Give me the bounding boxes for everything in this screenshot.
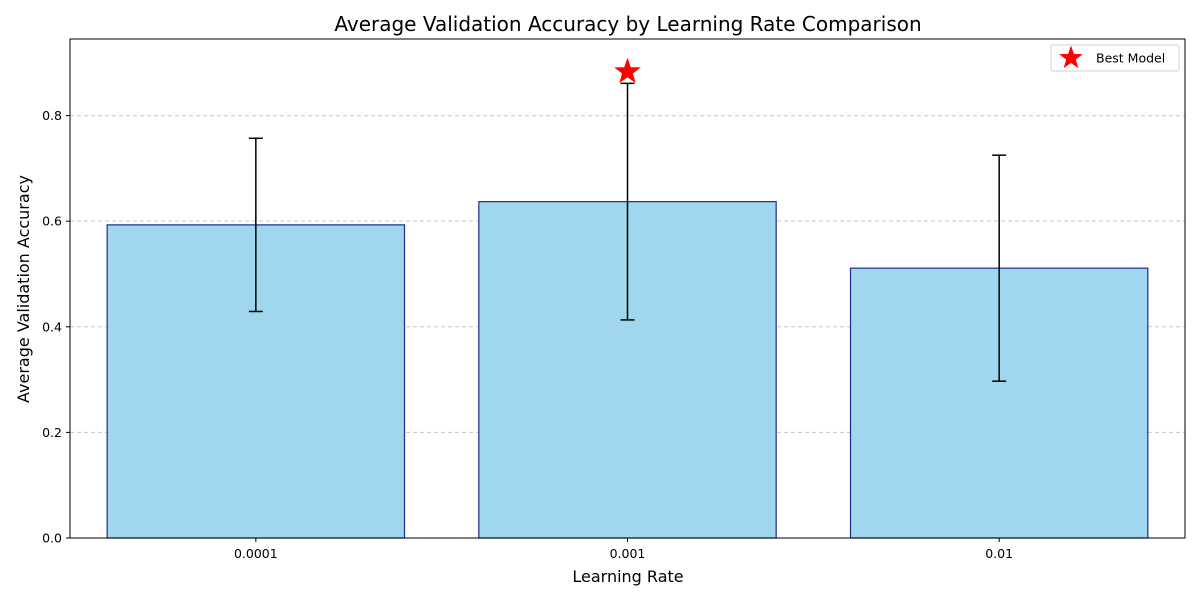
y-tick-label: 0.0 (42, 531, 62, 546)
legend-box (1050, 44, 1180, 72)
y-axis-label: Average Validation Accuracy (14, 175, 33, 403)
x-tick-label: 0.0001 (234, 546, 278, 561)
legend-star-icon (1059, 45, 1083, 69)
best-model-markers (614, 57, 641, 84)
error-bars (248, 82, 1007, 382)
x-tick-label: 0.01 (985, 546, 1013, 561)
x-tick-label: 0.001 (610, 546, 646, 561)
x-axis-ticks: 0.0001 0.001 0.01 (234, 538, 1013, 561)
error-bar (248, 137, 263, 313)
y-tick-label: 0.6 (42, 214, 62, 229)
y-tick-label: 0.4 (42, 319, 62, 334)
error-bar (620, 82, 635, 321)
x-axis-label: Learning Rate (572, 567, 683, 586)
y-tick-label: 0.2 (42, 425, 62, 440)
best-model-star (614, 57, 641, 84)
legend-entry-best-model: Best Model (1096, 51, 1165, 66)
error-bar (992, 154, 1007, 382)
y-axis-ticks: 0.0 0.2 0.4 0.6 0.8 (42, 108, 70, 546)
y-tick-label: 0.8 (42, 108, 62, 123)
legend: Best Model (1050, 44, 1180, 72)
chart-title: Average Validation Accuracy by Learning … (334, 12, 921, 36)
